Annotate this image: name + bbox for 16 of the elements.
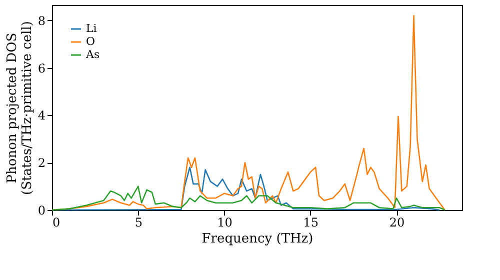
x-tick-label: 20 (389, 216, 405, 230)
x-axis-title: Frequency (THz) (202, 232, 314, 246)
x-tick-label: 10 (217, 216, 232, 230)
y-tick-label: 0 (38, 204, 46, 218)
legend-label: Li (86, 22, 98, 35)
y-tick-label: 4 (38, 108, 46, 123)
y-tick-label: 6 (38, 61, 46, 76)
legend-label: O (86, 35, 96, 48)
x-tick-label: 15 (303, 216, 319, 230)
line-series (51, 186, 446, 211)
x-tick-label: 5 (134, 216, 142, 230)
y-tick-label: 2 (38, 156, 46, 170)
y-axis-title: Phonon projected DOS (States/THz·primitive cell) (4, 20, 35, 196)
y-tick-label: 8 (38, 14, 46, 28)
legend-label: As (85, 48, 100, 61)
x-tick-label: 0 (52, 216, 60, 230)
